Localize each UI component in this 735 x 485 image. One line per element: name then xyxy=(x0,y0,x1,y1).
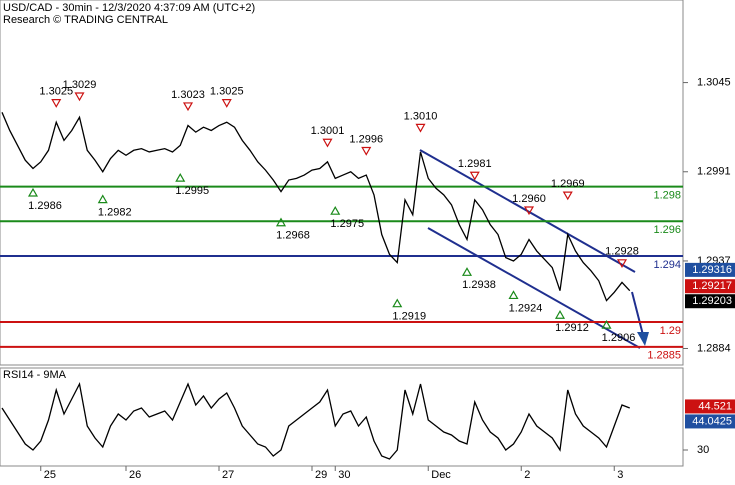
high-marker xyxy=(51,99,62,108)
low-marker xyxy=(175,172,186,182)
level-label: 1.294 xyxy=(653,259,681,271)
low-marker xyxy=(508,290,519,300)
price-tag-label: 1.29217 xyxy=(692,280,732,292)
chart-subtitle: Research © TRADING CENTRAL xyxy=(3,14,168,26)
rsi-title: RSI14 - 9MA xyxy=(3,369,67,381)
x-tick-label: 25 xyxy=(44,469,56,480)
low-label: 1.2906 xyxy=(602,332,636,344)
price-tag-label: 44.0425 xyxy=(692,415,732,427)
arrow-head xyxy=(637,332,649,346)
low-marker xyxy=(554,310,566,319)
low-label: 1.2924 xyxy=(509,302,543,314)
y-tick-label: 30 xyxy=(697,444,709,456)
y-tick-label: 1.3045 xyxy=(697,76,731,88)
chart-title: USD/CAD - 30min - 12/3/2020 4:37:09 AM (… xyxy=(3,2,255,14)
low-label: 1.2938 xyxy=(462,279,496,291)
price-panel xyxy=(0,0,684,366)
high-marker xyxy=(74,92,85,102)
low-marker xyxy=(392,298,403,308)
low-label: 1.2975 xyxy=(330,218,364,230)
high-label: 1.2969 xyxy=(551,178,585,190)
high-marker xyxy=(469,171,480,181)
high-marker xyxy=(562,191,573,201)
price-tag xyxy=(685,279,735,294)
high-marker xyxy=(616,259,628,269)
y-tick-label: 1.2884 xyxy=(697,342,731,354)
low-marker xyxy=(601,319,612,329)
level-label: 1.298 xyxy=(653,190,681,202)
price-line xyxy=(1,112,631,302)
high-label: 1.3010 xyxy=(404,110,438,122)
high-marker xyxy=(415,123,426,133)
price-tag xyxy=(685,399,735,414)
y-tick-label: 1.2991 xyxy=(697,166,731,178)
high-label: 1.2996 xyxy=(349,133,383,145)
x-tick-label: 27 xyxy=(222,469,234,480)
level-label: 1.29 xyxy=(660,325,681,337)
low-label: 1.2968 xyxy=(276,230,310,242)
x-tick-label: Dec xyxy=(431,469,451,480)
high-label: 1.3025 xyxy=(210,86,244,98)
level-label: 1.2885 xyxy=(647,350,681,362)
high-label: 1.2960 xyxy=(512,193,546,205)
price-line xyxy=(1,382,630,460)
forecast-arrow xyxy=(631,291,644,336)
low-marker xyxy=(330,205,341,215)
x-tick-label: 3 xyxy=(617,469,623,480)
high-label: 1.2928 xyxy=(605,246,639,258)
high-label: 1.3029 xyxy=(63,79,97,91)
price-tag-label: 1.29203 xyxy=(692,295,732,307)
level-label: 1.296 xyxy=(653,224,681,236)
low-marker xyxy=(97,194,108,204)
high-marker xyxy=(523,206,535,216)
price-tag xyxy=(685,294,735,309)
high-label: 1.3001 xyxy=(311,125,345,137)
low-label: 1.2986 xyxy=(28,200,62,212)
price-tag-label: 44.521 xyxy=(698,400,732,412)
high-label: 1.2981 xyxy=(458,158,492,170)
high-label: 1.3025 xyxy=(39,86,73,98)
x-tick-label: 26 xyxy=(129,469,141,480)
low-marker xyxy=(27,187,39,197)
x-tick-label: 29 xyxy=(315,469,327,480)
low-label: 1.2982 xyxy=(98,207,132,219)
price-tag-label: 1.29316 xyxy=(692,264,732,276)
low-label: 1.2919 xyxy=(392,311,426,323)
high-marker xyxy=(322,138,333,148)
high-marker xyxy=(221,99,232,108)
low-marker xyxy=(275,217,287,227)
low-marker xyxy=(461,267,473,276)
x-tick-label: 2 xyxy=(524,469,530,480)
high-marker xyxy=(182,102,194,112)
price-tag xyxy=(685,414,735,429)
x-tick-label: 30 xyxy=(338,469,350,480)
high-label: 1.3023 xyxy=(171,89,205,101)
high-marker xyxy=(361,146,372,156)
low-label: 1.2995 xyxy=(175,185,209,197)
low-label: 1.2912 xyxy=(555,322,589,334)
price-tag xyxy=(685,262,735,277)
